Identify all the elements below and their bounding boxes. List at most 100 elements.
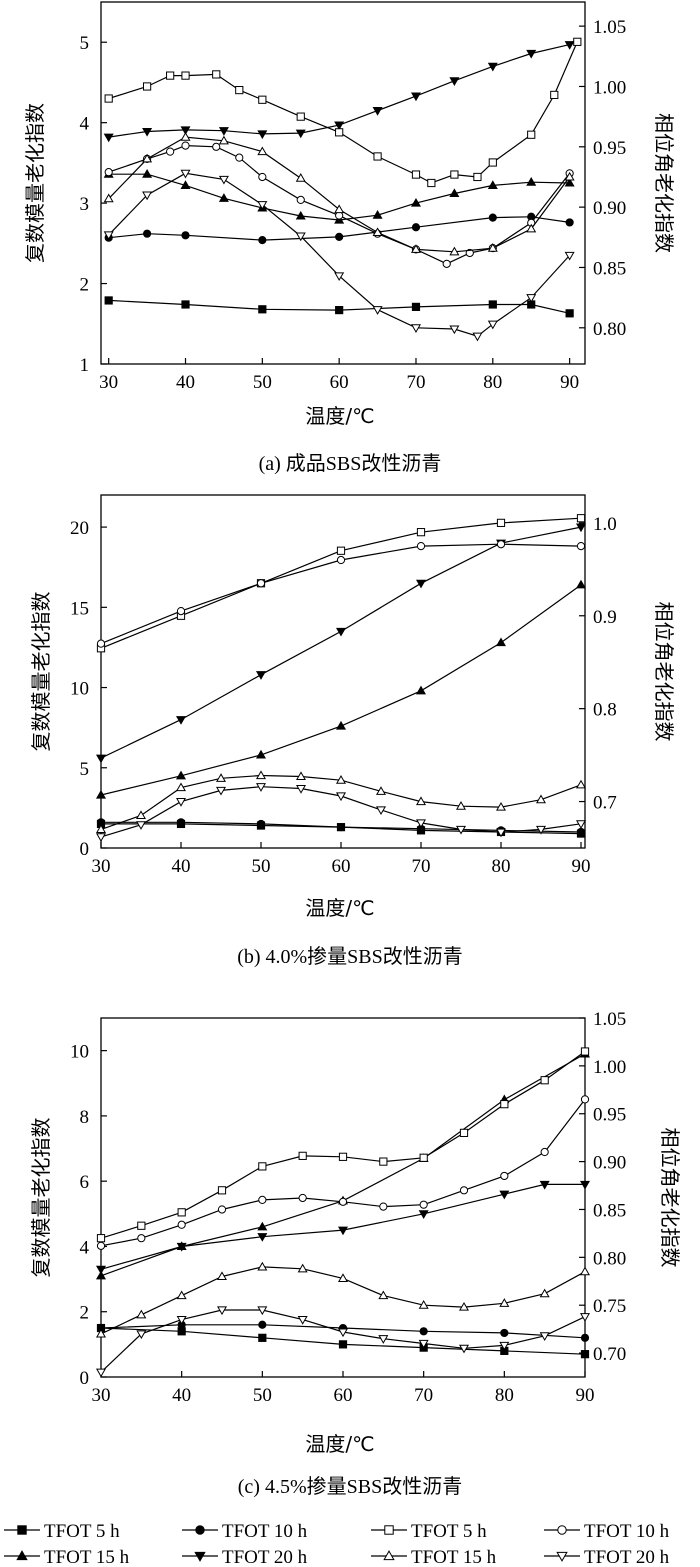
data-point	[295, 784, 307, 794]
data-point	[181, 300, 190, 309]
data-point	[103, 193, 114, 203]
data-point	[181, 71, 190, 80]
legend-label: TFOT 15 h	[411, 1547, 497, 1567]
data-point	[449, 188, 460, 198]
y-left-tick-label: 2	[80, 275, 90, 296]
data-point	[215, 773, 227, 782]
y-left-tick-label: 1	[80, 355, 90, 376]
y-right-tick-label: 0.7	[593, 793, 617, 814]
data-point	[372, 306, 383, 315]
legend-marker	[384, 1525, 394, 1535]
data-point	[176, 1242, 187, 1252]
data-point	[136, 1330, 147, 1340]
data-point	[488, 300, 497, 309]
data-point	[580, 1047, 590, 1056]
data-point	[334, 204, 345, 214]
data-point	[258, 1162, 267, 1171]
y-left-tick-label: 8	[80, 1107, 90, 1128]
data-point	[576, 827, 586, 837]
data-point	[175, 770, 187, 780]
series-tfot-10-h-right	[96, 1095, 590, 1250]
series-tfot-15-h-left	[103, 169, 575, 224]
y-right-tick-label: 0.70	[593, 1344, 626, 1365]
data-point	[257, 1233, 268, 1242]
data-point	[449, 246, 460, 256]
data-point	[136, 1309, 147, 1319]
data-point	[419, 1200, 428, 1209]
data-point	[564, 177, 575, 187]
data-point	[257, 1306, 268, 1316]
data-point	[175, 797, 187, 807]
data-point	[258, 1320, 267, 1329]
data-point	[298, 1193, 307, 1203]
data-point	[96, 639, 106, 648]
data-point	[257, 146, 268, 156]
series-tfot-5-h-right	[104, 37, 582, 188]
data-point	[175, 782, 187, 792]
series-tfot-20-h-left	[95, 1180, 591, 1275]
legend-item: TFOT 20 h	[544, 1547, 670, 1567]
data-point	[500, 1171, 509, 1181]
data-point	[258, 1333, 267, 1342]
x-axis-title: 温度/℃	[305, 404, 374, 428]
data-point	[415, 579, 427, 589]
data-point	[297, 1263, 308, 1273]
y-left-tick-label: 0	[80, 839, 90, 860]
data-point	[338, 1152, 348, 1161]
legend-label: TFOT 10 h	[222, 1521, 308, 1542]
data-point	[335, 306, 344, 315]
data-point	[535, 794, 547, 804]
y-left-tick-label: 10	[70, 679, 89, 700]
y-right-axis-title: 相位角老化指数	[658, 1128, 682, 1268]
y-right-tick-label: 0.9	[593, 607, 617, 628]
data-point	[575, 820, 587, 829]
series-line	[108, 41, 578, 184]
data-point	[212, 70, 221, 79]
data-point	[473, 172, 482, 182]
data-point	[217, 1186, 227, 1195]
data-point	[177, 1208, 186, 1217]
y-left-tick-label: 4	[80, 114, 90, 135]
series-tfot-15-h-left	[95, 1048, 591, 1280]
legend-label: TFOT 10 h	[584, 1521, 670, 1542]
data-point	[379, 1202, 388, 1211]
chart-panel-1: 30 40 50 60 70 80 90 1 2 3 4 5 0.80 0.85 0.90 0.95 1.00 1…	[23, 1, 676, 475]
data-point	[375, 786, 387, 795]
x-tick-label: 70	[412, 856, 431, 877]
y-right-tick-label: 1.00	[593, 1057, 626, 1078]
data-point	[418, 1300, 429, 1309]
data-point	[337, 1273, 349, 1282]
data-point	[257, 130, 268, 140]
data-point	[258, 172, 267, 182]
data-point	[180, 126, 191, 136]
data-point	[411, 302, 421, 311]
data-point	[180, 169, 191, 179]
data-point	[459, 1128, 469, 1137]
data-point	[338, 1340, 348, 1349]
data-point	[104, 296, 113, 305]
y-left-tick-label: 20	[70, 518, 89, 539]
data-point	[575, 579, 587, 589]
data-point	[336, 546, 346, 555]
x-tick-label: 30	[99, 372, 118, 393]
data-point	[499, 1298, 510, 1307]
data-point	[495, 828, 507, 838]
data-point	[442, 259, 451, 268]
data-point	[135, 810, 147, 820]
x-tick-label: 90	[572, 856, 591, 877]
data-point	[95, 1270, 107, 1280]
data-point	[95, 789, 107, 799]
legend-label: TFOT 5 h	[411, 1521, 487, 1542]
data-point	[257, 1221, 268, 1231]
data-point	[564, 171, 575, 181]
y-left-tick-label: 5	[80, 759, 90, 780]
series-tfot-5-h-left	[104, 296, 574, 318]
x-tick-label: 50	[253, 1385, 272, 1406]
data-point	[427, 178, 436, 188]
data-point	[372, 107, 383, 116]
y-right-tick-label: 0.95	[593, 1105, 626, 1126]
data-point	[295, 771, 307, 781]
x-tick-label: 60	[330, 372, 349, 393]
x-tick-label: 40	[176, 372, 195, 393]
data-point	[297, 1316, 308, 1325]
